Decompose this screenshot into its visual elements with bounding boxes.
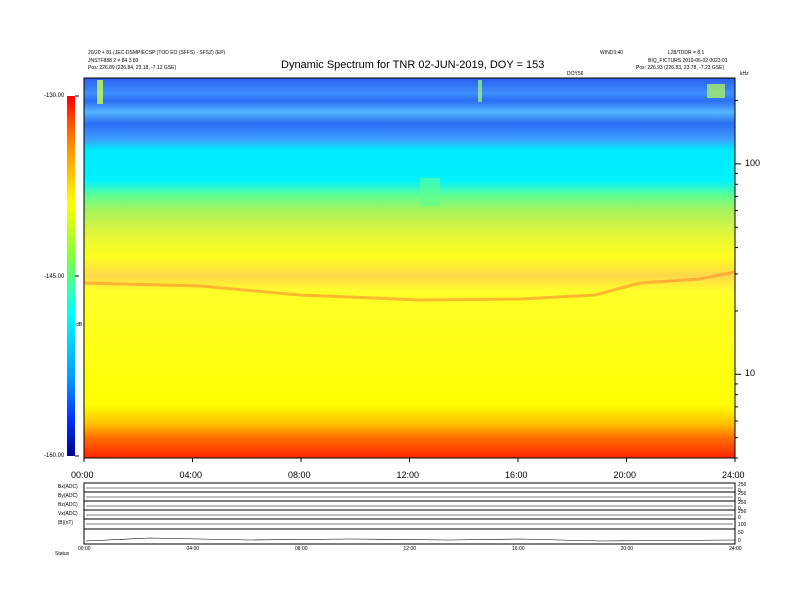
lower-panel-frame [83, 482, 736, 545]
header-left-line-3: Pos: 226.89 (226.84, 23.18, -7.12 GSE) [88, 65, 177, 71]
y-axis-ticks [735, 100, 741, 459]
corner-label: kHz [740, 71, 749, 77]
lower-panel-label: Status [55, 551, 70, 557]
btotal-trace [85, 537, 736, 542]
x-tick-label: 04:00 [179, 470, 203, 480]
mid-label: DOY56 [567, 71, 584, 77]
colorbar-tick-top: -130.00 [44, 93, 65, 99]
lower-right-tick: 0 [738, 538, 741, 544]
x-tick-label: 00:00 [71, 470, 94, 480]
emission-patch [420, 178, 440, 206]
lower-right-tick: 0 [738, 497, 741, 503]
x-tick-label: 08:00 [288, 470, 311, 480]
chart-title: Dynamic Spectrum for TNR 02-JUN-2019, DO… [281, 59, 545, 71]
lower-x-tick-label: 04:00 [186, 546, 200, 552]
lower-panel-label: |B|(nT) [58, 520, 74, 526]
lower-panel-label: By(ADC) [58, 493, 78, 499]
lower-right-tick: 256 [738, 509, 747, 515]
y-tick-label: 100 [745, 157, 761, 168]
lower-x-tick-label: 12:00 [403, 546, 417, 552]
colorbar-tick-mid: -145.00 [44, 274, 65, 280]
y-tick-label: 10 [745, 368, 756, 379]
burst-feature [478, 80, 482, 102]
header-left-line-2: JNSTF888 2 = 84 3 83 [88, 58, 139, 64]
header-center-small: WIND3:40 [600, 50, 624, 56]
lower-right-tick: 50 [738, 530, 744, 536]
x-tick-label: 24:00 [722, 470, 745, 480]
lower-x-tick-label: 16:00 [512, 546, 525, 552]
x-tick-label: 12:00 [396, 470, 420, 480]
colorbar [67, 96, 75, 456]
lower-right-tick: 100 [738, 522, 747, 528]
header-left-line-1: 20/20 + 81 (JEC-DSMPIECSP (TOD EO (SFFS)… [88, 50, 226, 56]
spectral-ridge [83, 270, 736, 302]
header-right-line-3: Pos: 226.93 (226.83, 23.78, -7.23 GSE) [636, 65, 725, 71]
lower-x-tick-label: 00:00 [78, 546, 91, 552]
burst-feature [97, 80, 103, 104]
header-right-line-2: BIQ_FICTURS 2019-06-02 0023:01 [648, 58, 728, 64]
lower-right-tick: 0 [738, 506, 741, 512]
header-right-line-1: L28/TDDR = 8.1 [668, 50, 705, 56]
lower-right-tick: 0 [738, 488, 741, 494]
x-tick-label: 20:00 [613, 470, 637, 480]
lower-panel-label: Bx(ADC) [58, 484, 78, 490]
x-axis-ticks [83, 458, 736, 462]
lower-right-tick: 0 [738, 515, 741, 521]
colorbar-tick-bottom: -160.00 [44, 453, 65, 459]
lower-panel-label: Vx(ADC) [58, 511, 78, 517]
lower-right-tick: 256 [738, 491, 747, 497]
burst-feature [707, 84, 725, 98]
lower-x-tick-label: 20:00 [620, 546, 634, 552]
lower-panel-label: Bz(ADC) [58, 502, 78, 508]
lower-panels [83, 482, 736, 545]
lower-x-tick-label: 24:00 [729, 546, 742, 552]
lower-x-tick-label: 08:00 [295, 546, 308, 552]
x-tick-label: 16:00 [505, 470, 528, 480]
colorbar-label: dB [76, 322, 83, 328]
lower-right-tick: 256 [738, 500, 747, 506]
spectrum-heatmap [84, 78, 735, 458]
lower-right-tick: 256 [738, 482, 747, 488]
